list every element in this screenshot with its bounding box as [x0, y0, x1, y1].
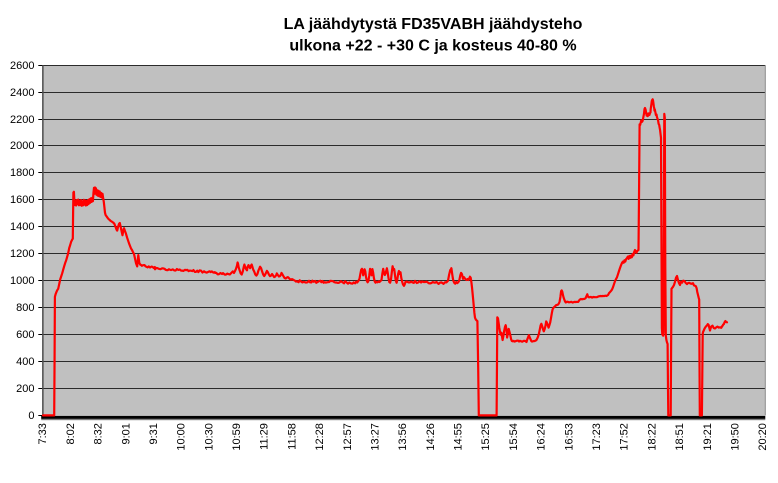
- svg-text:16:53: 16:53: [563, 423, 575, 451]
- svg-text:2600: 2600: [10, 60, 34, 72]
- svg-text:600: 600: [16, 329, 34, 341]
- svg-text:14:55: 14:55: [453, 423, 465, 451]
- svg-text:18:51: 18:51: [674, 423, 686, 451]
- svg-text:10:00: 10:00: [176, 423, 188, 451]
- svg-text:8:32: 8:32: [93, 423, 105, 444]
- svg-text:LA jäähdytystä FD35VABH jäähdy: LA jäähdytystä FD35VABH jäähdysteho: [284, 16, 583, 33]
- svg-text:19:50: 19:50: [730, 423, 742, 451]
- svg-text:16:24: 16:24: [536, 423, 548, 451]
- svg-text:18:22: 18:22: [646, 423, 658, 451]
- svg-text:10:59: 10:59: [231, 423, 243, 451]
- svg-text:8:02: 8:02: [65, 423, 77, 444]
- svg-text:1800: 1800: [10, 167, 34, 179]
- svg-text:9:31: 9:31: [148, 423, 160, 444]
- svg-text:20:20: 20:20: [757, 423, 769, 451]
- svg-text:11:58: 11:58: [286, 423, 298, 450]
- svg-text:1000: 1000: [10, 275, 34, 287]
- svg-text:15:25: 15:25: [480, 423, 492, 451]
- svg-text:17:23: 17:23: [591, 423, 603, 451]
- svg-text:400: 400: [16, 356, 34, 368]
- svg-text:200: 200: [16, 383, 34, 395]
- svg-text:1400: 1400: [10, 221, 34, 233]
- svg-text:800: 800: [16, 302, 34, 314]
- svg-text:12:57: 12:57: [342, 423, 354, 451]
- svg-text:7:33: 7:33: [37, 423, 49, 444]
- svg-text:10:30: 10:30: [203, 423, 215, 451]
- svg-text:2200: 2200: [10, 114, 34, 126]
- svg-text:15:54: 15:54: [508, 423, 520, 451]
- svg-text:ulkona +22 - +30 C ja kosteus: ulkona +22 - +30 C ja kosteus 40-80 %: [289, 38, 576, 55]
- svg-text:1600: 1600: [10, 194, 34, 206]
- svg-text:9:01: 9:01: [120, 423, 132, 444]
- svg-text:14:26: 14:26: [425, 423, 437, 451]
- svg-text:2000: 2000: [10, 140, 34, 152]
- svg-text:17:52: 17:52: [619, 423, 631, 451]
- svg-text:2400: 2400: [10, 87, 34, 99]
- svg-text:19:21: 19:21: [702, 423, 714, 451]
- svg-text:1200: 1200: [10, 248, 34, 260]
- svg-text:12:28: 12:28: [314, 423, 326, 451]
- svg-text:0: 0: [28, 410, 34, 422]
- svg-text:13:27: 13:27: [370, 423, 382, 451]
- svg-text:11:29: 11:29: [259, 423, 271, 450]
- svg-text:13:56: 13:56: [397, 423, 409, 451]
